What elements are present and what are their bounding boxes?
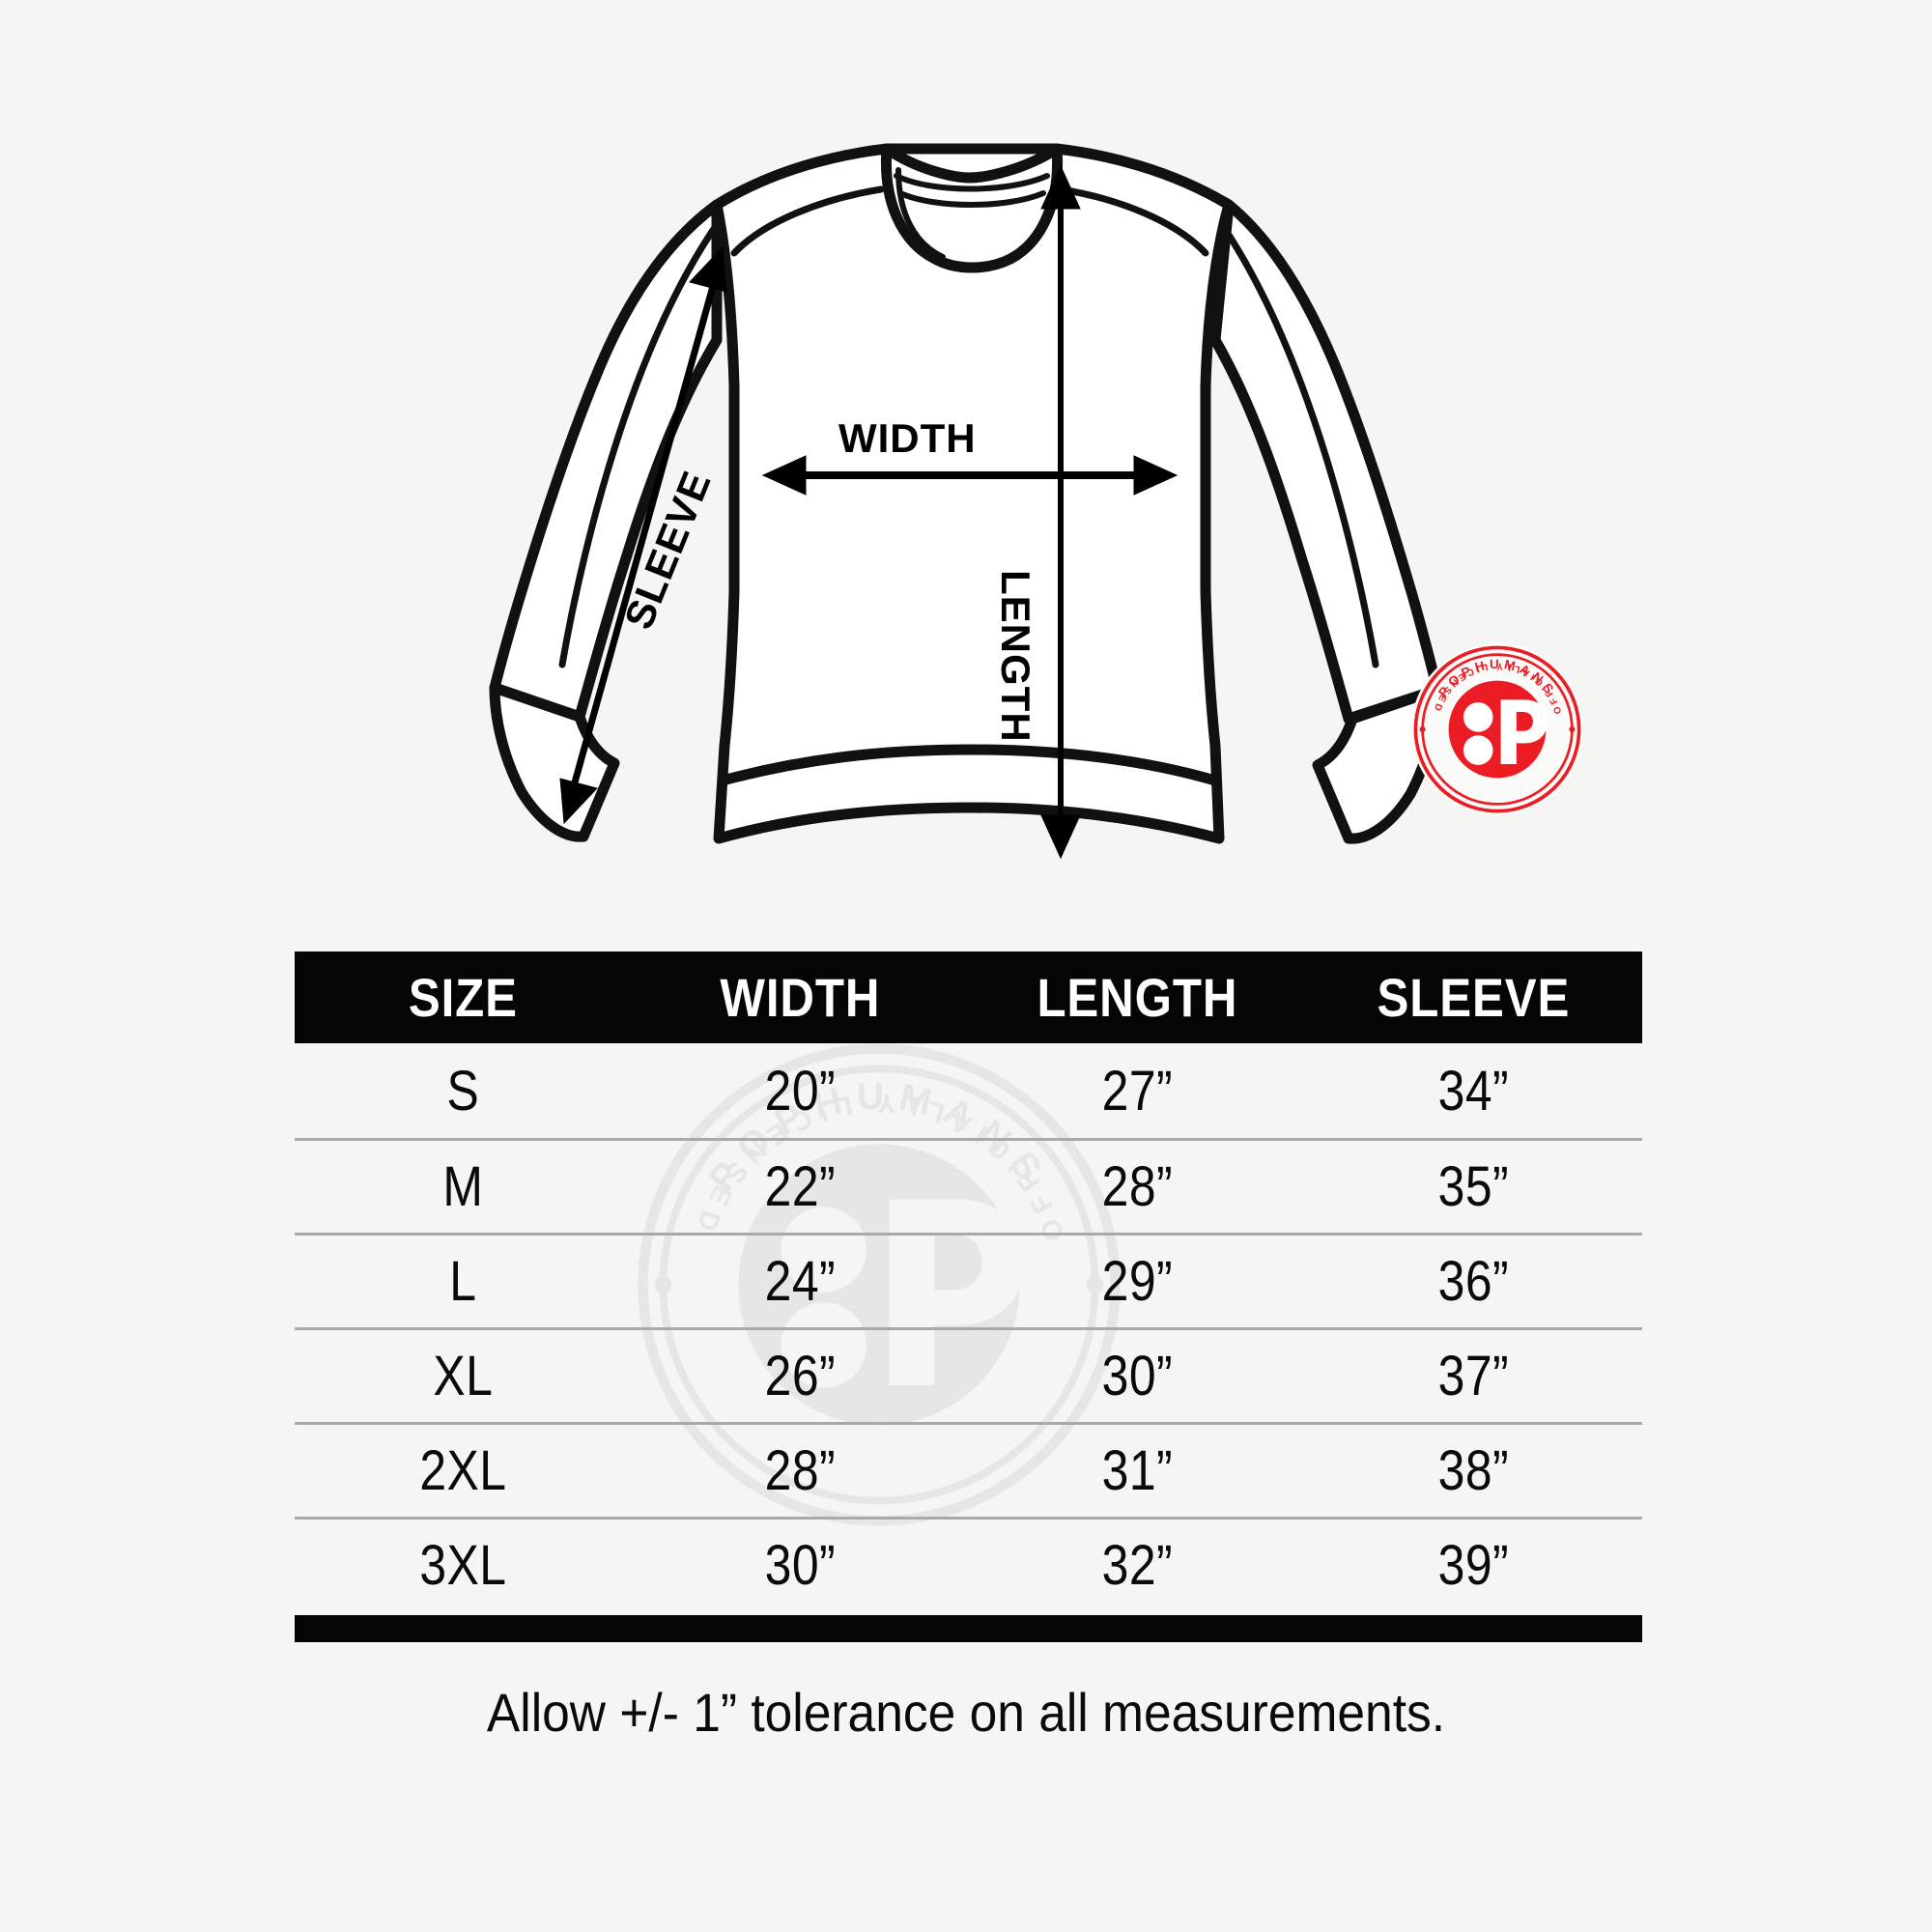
badge-dot-upper: [1463, 702, 1493, 732]
badge-dot-lower: [1463, 735, 1493, 765]
badge-side-dot-right: [1569, 725, 1576, 733]
left-sleeve-seam: [558, 216, 724, 668]
cell-sleeve: 38”: [1437, 1439, 1510, 1502]
width-arrow-head-left: [761, 455, 807, 496]
cell-width: 26”: [764, 1345, 836, 1407]
table-row: 2XL 28” 31” 38”: [295, 1422, 1642, 1517]
length-arrow-head-bottom: [1040, 814, 1081, 860]
neck-collar-back-2: [897, 190, 1046, 208]
cell-size: 3XL: [419, 1534, 507, 1597]
cell-sleeve: 34”: [1437, 1059, 1510, 1122]
cell-sleeve: 37”: [1437, 1345, 1510, 1407]
right-sleeve-seam: [1215, 216, 1379, 668]
table-header-row: SIZE WIDTH LENGTH SLEEVE: [295, 952, 1642, 1043]
sweatshirt-body-outline: [711, 143, 1235, 844]
neck-collar-back: [894, 173, 1050, 192]
table-row: M 22” 28” 35”: [295, 1138, 1642, 1233]
width-arrow-head-right: [1133, 455, 1179, 496]
cell-size: 2XL: [419, 1439, 507, 1502]
cell-size: XL: [433, 1345, 494, 1407]
width-dimension-label: WIDTH: [838, 415, 977, 461]
cell-size: S: [446, 1059, 480, 1122]
sleeve-arrow-head-top: [689, 245, 727, 293]
cell-length: 31”: [1101, 1439, 1173, 1502]
bottom-hem-band: [717, 744, 1221, 786]
table-footer-bar: [295, 1615, 1642, 1642]
cell-sleeve: 35”: [1437, 1155, 1510, 1218]
cell-sleeve: 39”: [1437, 1534, 1510, 1597]
cell-length: 32”: [1101, 1534, 1173, 1597]
cell-length: 28”: [1101, 1155, 1173, 1218]
badge-letter-p: [1500, 699, 1548, 764]
cell-width: 22”: [764, 1155, 836, 1218]
measurement-arrows: [559, 164, 1179, 860]
cell-width: 24”: [764, 1250, 836, 1313]
cell-size: M: [442, 1155, 484, 1218]
left-shoulder-seam: [730, 185, 885, 257]
table-row: S 20” 27” 34”: [295, 1043, 1642, 1138]
cell-length: 29”: [1101, 1250, 1173, 1313]
sweatshirt-diagram: WIDTH LENGTH SLEEVE: [0, 0, 1932, 927]
cell-width: 20”: [764, 1059, 836, 1122]
column-header-width: WIDTH: [720, 967, 881, 1028]
length-arrow-head-top: [1040, 164, 1081, 210]
right-shoulder-seam: [1057, 185, 1209, 257]
tolerance-note: Allow +/- 1” tolerance on all measuremen…: [486, 1682, 1446, 1743]
neck-rib-inner: [895, 167, 946, 260]
cell-length: 27”: [1101, 1059, 1173, 1122]
size-chart-table: SIZE WIDTH LENGTH SLEEVE S 20” 27” 34” M…: [295, 952, 1642, 1642]
table-row: XL 26” 30” 37”: [295, 1327, 1642, 1422]
sleeve-arrow-head-bottom: [559, 778, 598, 825]
column-header-length: LENGTH: [1036, 967, 1237, 1028]
badge-side-dot-left: [1419, 725, 1426, 733]
cell-size: L: [449, 1250, 477, 1313]
sleeve-arrow-line: [566, 271, 721, 801]
badge-outer-ring: [1413, 645, 1581, 813]
table-row: 3XL 30” 32” 39”: [295, 1517, 1642, 1611]
column-header-size: SIZE: [408, 967, 518, 1028]
cell-sleeve: 36”: [1437, 1250, 1510, 1313]
cell-width: 28”: [764, 1439, 836, 1502]
left-sleeve-outline: [489, 199, 723, 723]
column-header-sleeve: SLEEVE: [1377, 967, 1571, 1028]
cell-width: 30”: [764, 1534, 836, 1597]
cell-length: 30”: [1101, 1345, 1173, 1407]
length-dimension-label: LENGTH: [993, 570, 1038, 743]
pophumans-official-logo: POPHUMANS OFFICIALLY LICENSED: [1410, 642, 1584, 816]
neck-rib-outer: [880, 143, 1064, 273]
table-row: L 24” 29” 36”: [295, 1233, 1642, 1327]
